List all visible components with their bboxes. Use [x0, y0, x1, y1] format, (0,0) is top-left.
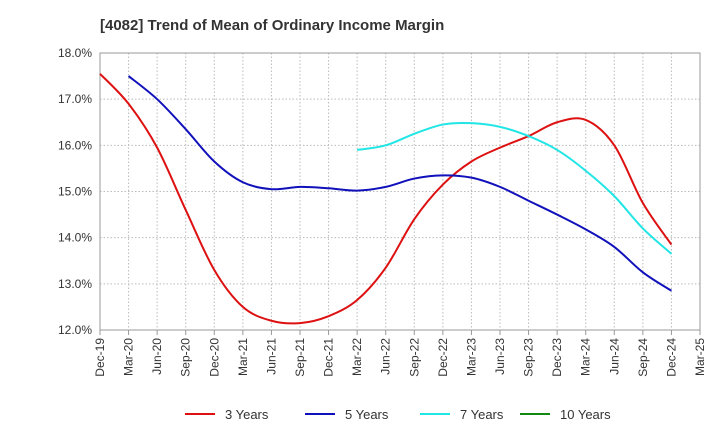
x-tick-label: Dec-21 — [322, 338, 336, 377]
x-tick-label: Sep-23 — [522, 338, 536, 377]
y-tick-label: 12.0% — [58, 323, 92, 337]
x-tick-label: Jun-24 — [607, 338, 621, 375]
x-tick-label: Mar-21 — [236, 338, 250, 376]
legend-label-3: 7 Years — [460, 407, 504, 422]
legend-label-4: 10 Years — [560, 407, 611, 422]
x-tick-label: Sep-21 — [293, 338, 307, 377]
x-tick-label: Dec-24 — [664, 338, 678, 377]
y-tick-label: 18.0% — [58, 46, 92, 60]
y-tick-label: 16.0% — [58, 138, 92, 152]
series-line-3 — [356, 121, 673, 255]
series-line-1 — [99, 73, 673, 325]
x-tick-label: Sep-24 — [636, 338, 650, 377]
plot-frame — [99, 52, 701, 331]
x-tick-label: Dec-23 — [550, 338, 564, 377]
x-tick-label: Mar-23 — [464, 338, 478, 376]
x-tick-label: Jun-20 — [150, 338, 164, 375]
x-tick-label: Dec-19 — [93, 338, 107, 377]
y-tick-label: 17.0% — [58, 92, 92, 106]
legend-label-2: 5 Years — [345, 407, 389, 422]
x-tick-label: Dec-22 — [436, 338, 450, 377]
x-tick-label: Jun-23 — [493, 338, 507, 375]
x-tick-label: Mar-20 — [122, 338, 136, 376]
x-tick-label: Dec-20 — [207, 338, 221, 377]
x-tick-label: Jun-21 — [264, 338, 278, 375]
axis-layer: 12.0% 13.0% 14.0% 15.0% 16.0% 17.0% 18.0% Dec-1… — [58, 46, 707, 377]
series-line-2 — [127, 75, 672, 292]
legend: 3 Years 5 Years 7 Years 10 Years — [185, 407, 611, 422]
x-tick-label: Mar-24 — [579, 338, 593, 376]
x-tick-label: Mar-25 — [693, 338, 707, 376]
x-tick-label: Mar-22 — [350, 338, 364, 376]
y-tick-label: 15.0% — [58, 185, 92, 199]
legend-label-1: 3 Years — [225, 407, 269, 422]
x-tick-label: Jun-22 — [379, 338, 393, 375]
series-layer — [99, 73, 673, 325]
grid-layer — [99, 52, 701, 331]
y-tick-label: 14.0% — [58, 231, 92, 245]
chart-title: [4082] Trend of Mean of Ordinary Income … — [100, 17, 444, 34]
x-tick-label: Sep-22 — [407, 338, 421, 377]
y-tick-label: 13.0% — [58, 277, 92, 291]
x-tick-label: Sep-20 — [179, 338, 193, 377]
